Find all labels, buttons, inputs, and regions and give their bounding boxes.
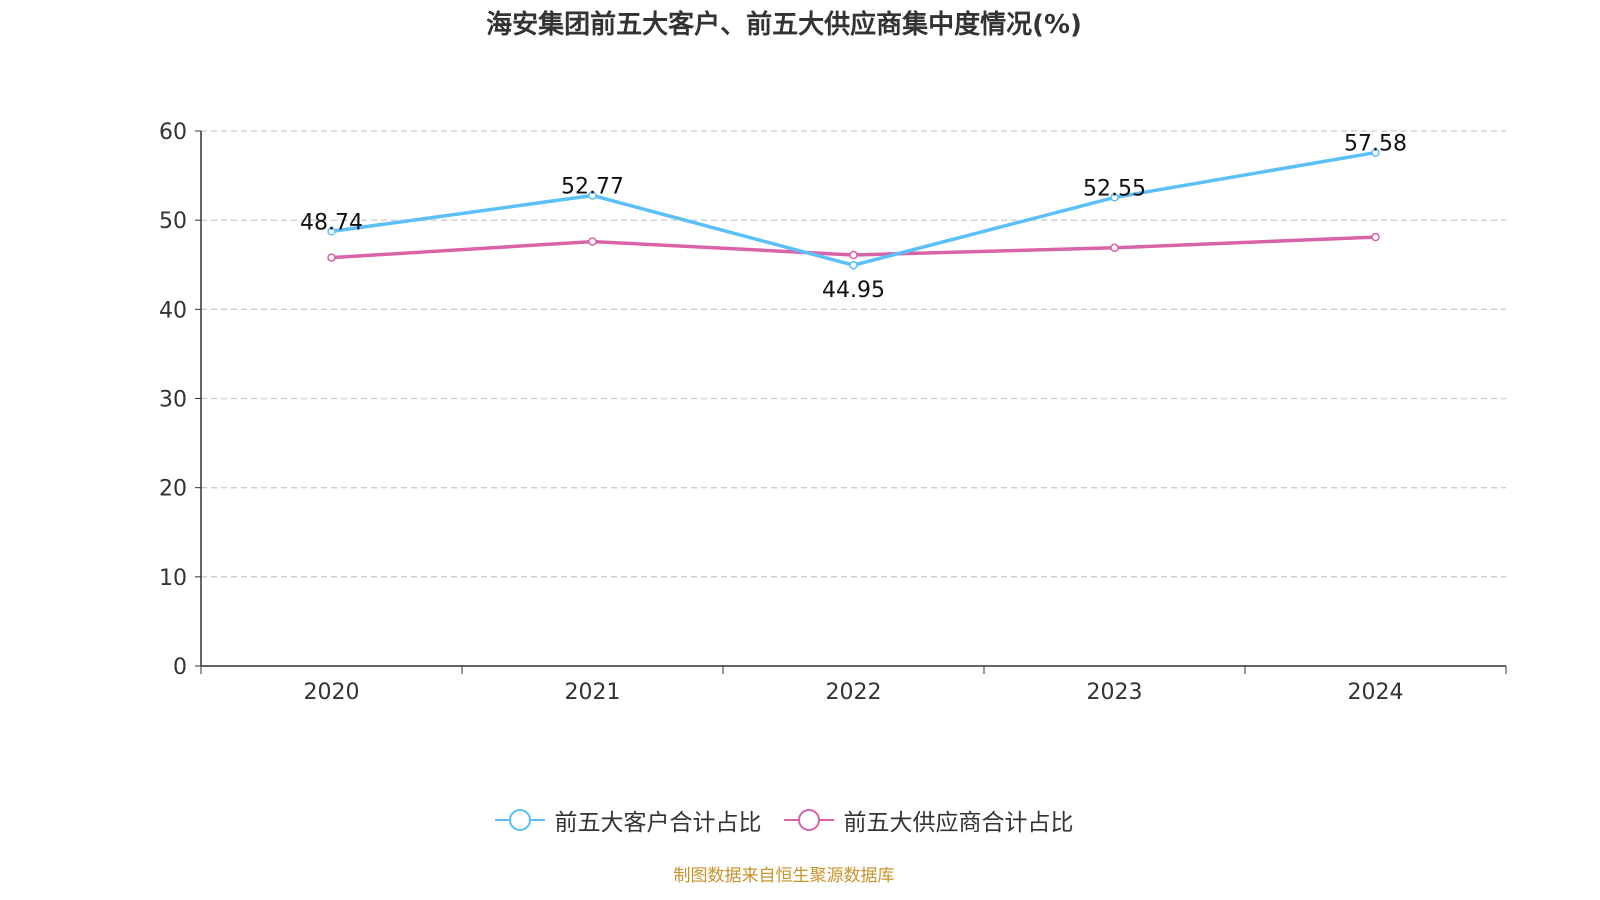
y-tick-label: 40 (159, 298, 187, 323)
data-point (588, 191, 597, 200)
y-tick-label: 20 (159, 477, 187, 502)
data-point (327, 253, 336, 262)
x-tick-label: 2023 (1087, 680, 1143, 705)
source-note: 制图数据来自恒生聚源数据库 (673, 866, 895, 886)
chart-title: 海安集团前五大客户、前五大供应商集中度情况(%) (486, 10, 1082, 40)
y-tick-label: 30 (159, 388, 187, 413)
x-tick-label: 2021 (565, 680, 621, 705)
data-label: 44.95 (822, 278, 885, 303)
legend-marker-customers-icon (494, 809, 545, 831)
legend-item-suppliers[interactable]: 前五大供应商合计占比 (783, 803, 1074, 837)
legend-label: 前五大客户合计占比 (554, 810, 762, 836)
data-point (1110, 193, 1119, 202)
y-tick-label: 60 (159, 120, 187, 145)
legend: 前五大客户合计占比 前五大供应商合计占比 (0, 803, 1568, 837)
data-label: 52.55 (1083, 176, 1146, 201)
data-point (588, 237, 597, 246)
data-point (849, 260, 858, 270)
legend-marker-suppliers-icon (783, 809, 834, 831)
data-point (1371, 232, 1380, 242)
y-tick-label: 10 (159, 566, 187, 591)
data-label: 52.77 (561, 174, 624, 199)
legend-item-customers[interactable]: 前五大客户合计占比 (494, 803, 762, 837)
x-tick-label: 2022 (826, 680, 882, 705)
data-point (849, 250, 858, 260)
y-tick-label: 0 (173, 655, 187, 680)
data-label: 48.74 (300, 210, 363, 235)
data-point (1110, 243, 1119, 253)
data-label: 57.58 (1344, 132, 1407, 157)
x-tick-label: 2024 (1348, 680, 1404, 705)
data-point (327, 227, 336, 236)
x-tick-label: 2020 (304, 680, 360, 705)
legend-label: 前五大供应商合计占比 (843, 810, 1074, 836)
data-point (1371, 148, 1380, 157)
y-tick-label: 50 (159, 209, 187, 234)
